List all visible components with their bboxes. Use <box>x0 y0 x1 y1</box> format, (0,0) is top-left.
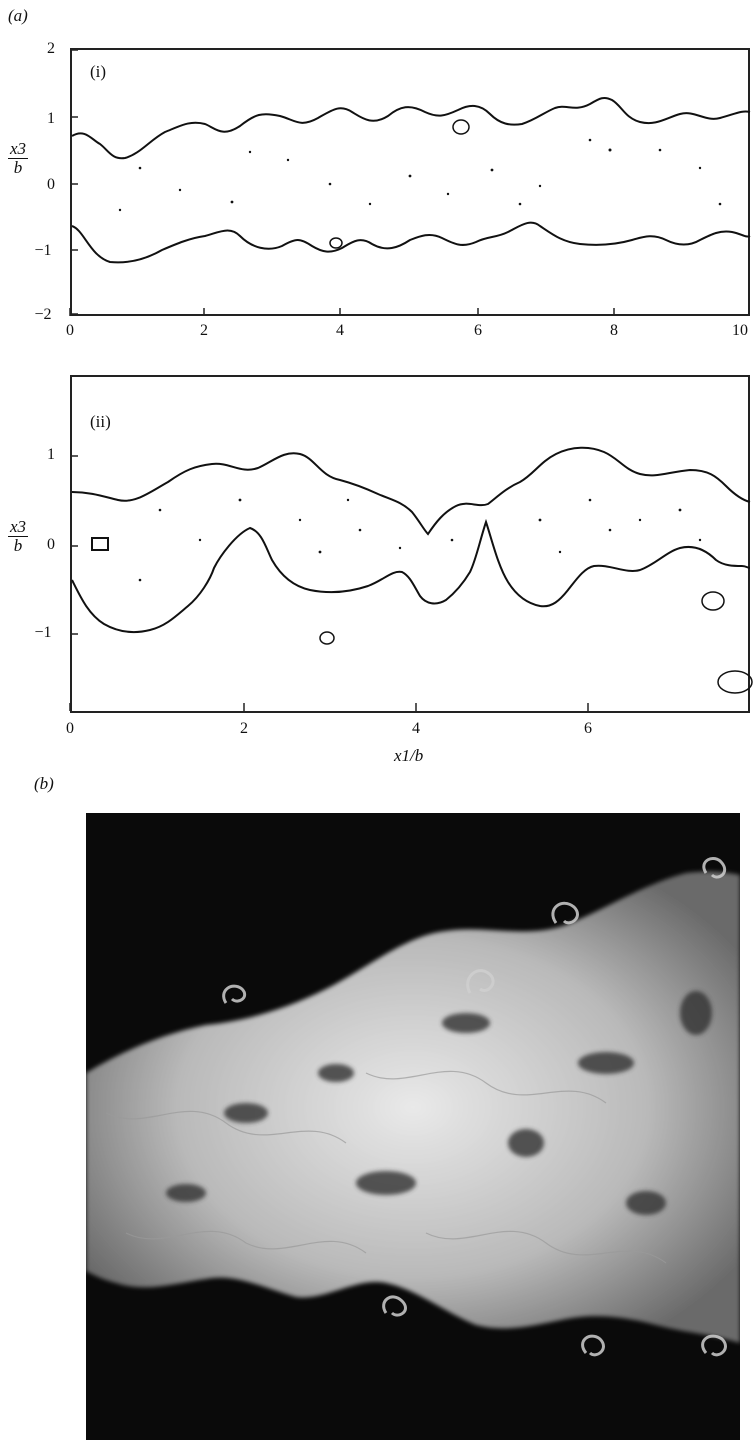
subpanel-i-ytick: 0 <box>47 176 55 193</box>
subpanel-i-xtick: 0 <box>66 322 74 339</box>
subpanel-ii-frame <box>70 375 750 713</box>
subpanel-i-ytick: 2 <box>47 40 55 57</box>
subpanel-ii-ytick: 1 <box>47 446 55 463</box>
subpanel-ii-ylabel-den: b <box>13 536 23 555</box>
subpanel-i-lower-contour <box>71 221 751 264</box>
subpanel-ii-upper-contour <box>71 446 751 536</box>
panel-a-label: (a) <box>8 6 28 25</box>
subpanel-i-xtick: 10 <box>732 322 748 339</box>
subpanel-i-ylabel-den: b <box>13 158 23 177</box>
subpanel-ii-xtick: 2 <box>240 720 248 737</box>
subpanel-i-ylabel: x3 b <box>8 139 29 177</box>
subpanel-ii-blob <box>717 670 753 694</box>
subpanel-i-ytick: −1 <box>34 242 52 259</box>
contour-speckles <box>118 138 722 582</box>
subpanel-ii-ytick: 0 <box>47 536 55 553</box>
subpanel-i-blob <box>329 237 343 249</box>
subpanel-ii-xtick: 4 <box>412 720 420 737</box>
subpanel-ii-xtick: 0 <box>66 720 74 737</box>
subpanel-ii-ticks <box>69 455 589 711</box>
subpanel-ii-xlabel: x1/b <box>394 746 424 765</box>
subpanel-ii-ylabel: x3 b <box>8 517 29 555</box>
flow-visualization-photo <box>86 813 740 1440</box>
subpanel-i-ticks <box>69 49 615 316</box>
subpanel-i-xtick: 2 <box>200 322 208 339</box>
subpanel-i-frame <box>70 48 750 316</box>
subpanel-i-tag: (i) <box>90 62 107 81</box>
subpanel-i-ytick: 1 <box>47 110 55 127</box>
subpanel-i-blob <box>452 119 470 135</box>
subpanel-ii-tag: (ii) <box>90 412 111 431</box>
subpanel-i-xtick: 6 <box>474 322 482 339</box>
subpanel-i-xtick: 8 <box>610 322 618 339</box>
subpanel-ii-blob <box>319 631 335 645</box>
subpanel-i-upper-contour <box>71 96 751 160</box>
subpanel-ii-blob <box>91 537 109 551</box>
subpanel-ii-blob <box>701 591 725 611</box>
subpanel-i-xtick: 4 <box>336 322 344 339</box>
subpanel-i-ytick: −2 <box>34 306 52 323</box>
subpanel-i-ylabel-num: x3 <box>8 139 29 159</box>
turbulent-jet-image <box>86 857 740 1357</box>
subpanel-ii-xtick: 6 <box>584 720 592 737</box>
panel-b-label: (b) <box>34 774 54 793</box>
subpanel-ii-ytick: −1 <box>34 624 52 641</box>
subpanel-ii-ylabel-num: x3 <box>8 517 29 537</box>
subpanel-ii-lower-contour <box>71 518 751 633</box>
